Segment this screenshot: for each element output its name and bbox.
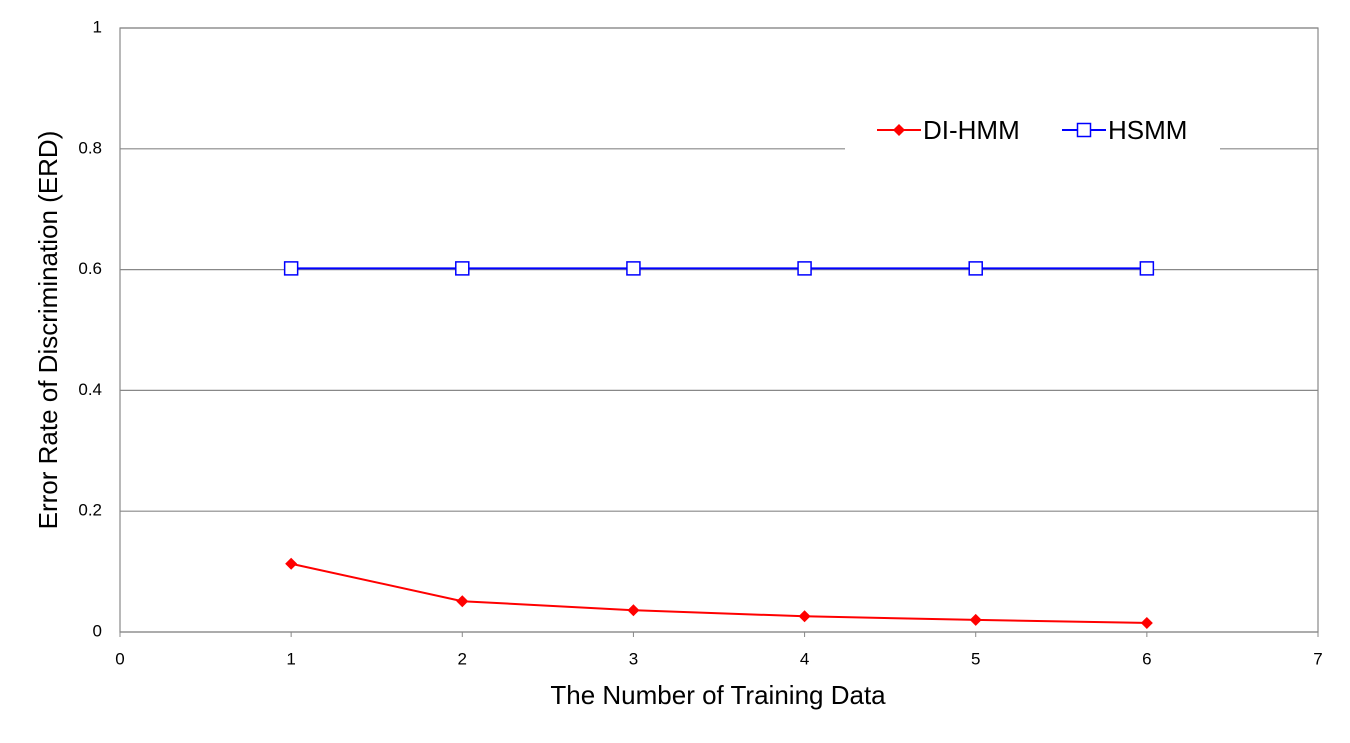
x-tick-label: 1 [286,649,295,668]
data-point [626,261,641,276]
x-tick-label: 6 [1142,649,1151,668]
series-line [290,562,1147,624]
x-tick-label: 2 [458,649,467,668]
data-point [627,604,640,617]
legend-label: HSMM [1108,115,1187,145]
data-point [283,261,299,276]
data-point [1140,616,1153,629]
data-point [969,613,982,626]
y-tick-label: 0.4 [78,380,102,399]
y-tick-label: 0.2 [78,501,102,520]
x-axis-title: The Number of Training Data [550,680,886,710]
y-tick-label: 0.6 [78,259,102,278]
x-tick-label: 5 [971,649,980,668]
y-axis-title: Error Rate of Discrimination (ERD) [33,131,63,530]
x-tick-label: 3 [629,649,638,668]
data-point [968,261,983,276]
x-tick-label: 4 [800,649,809,668]
legend-marker [1076,122,1092,138]
data-point [797,261,812,276]
data-point [456,595,469,608]
data-point [798,610,811,623]
x-tick-label: 7 [1313,649,1322,668]
legend-marker [893,124,905,136]
data-point [1139,261,1155,276]
y-tick-label: 1 [93,17,102,36]
y-tick-label: 0 [93,621,102,640]
legend-label: DI-HMM [923,115,1020,145]
data-point [455,261,470,276]
data-point [285,557,298,570]
y-tick-label: 0.8 [78,138,102,157]
x-tick-label: 0 [115,649,124,668]
